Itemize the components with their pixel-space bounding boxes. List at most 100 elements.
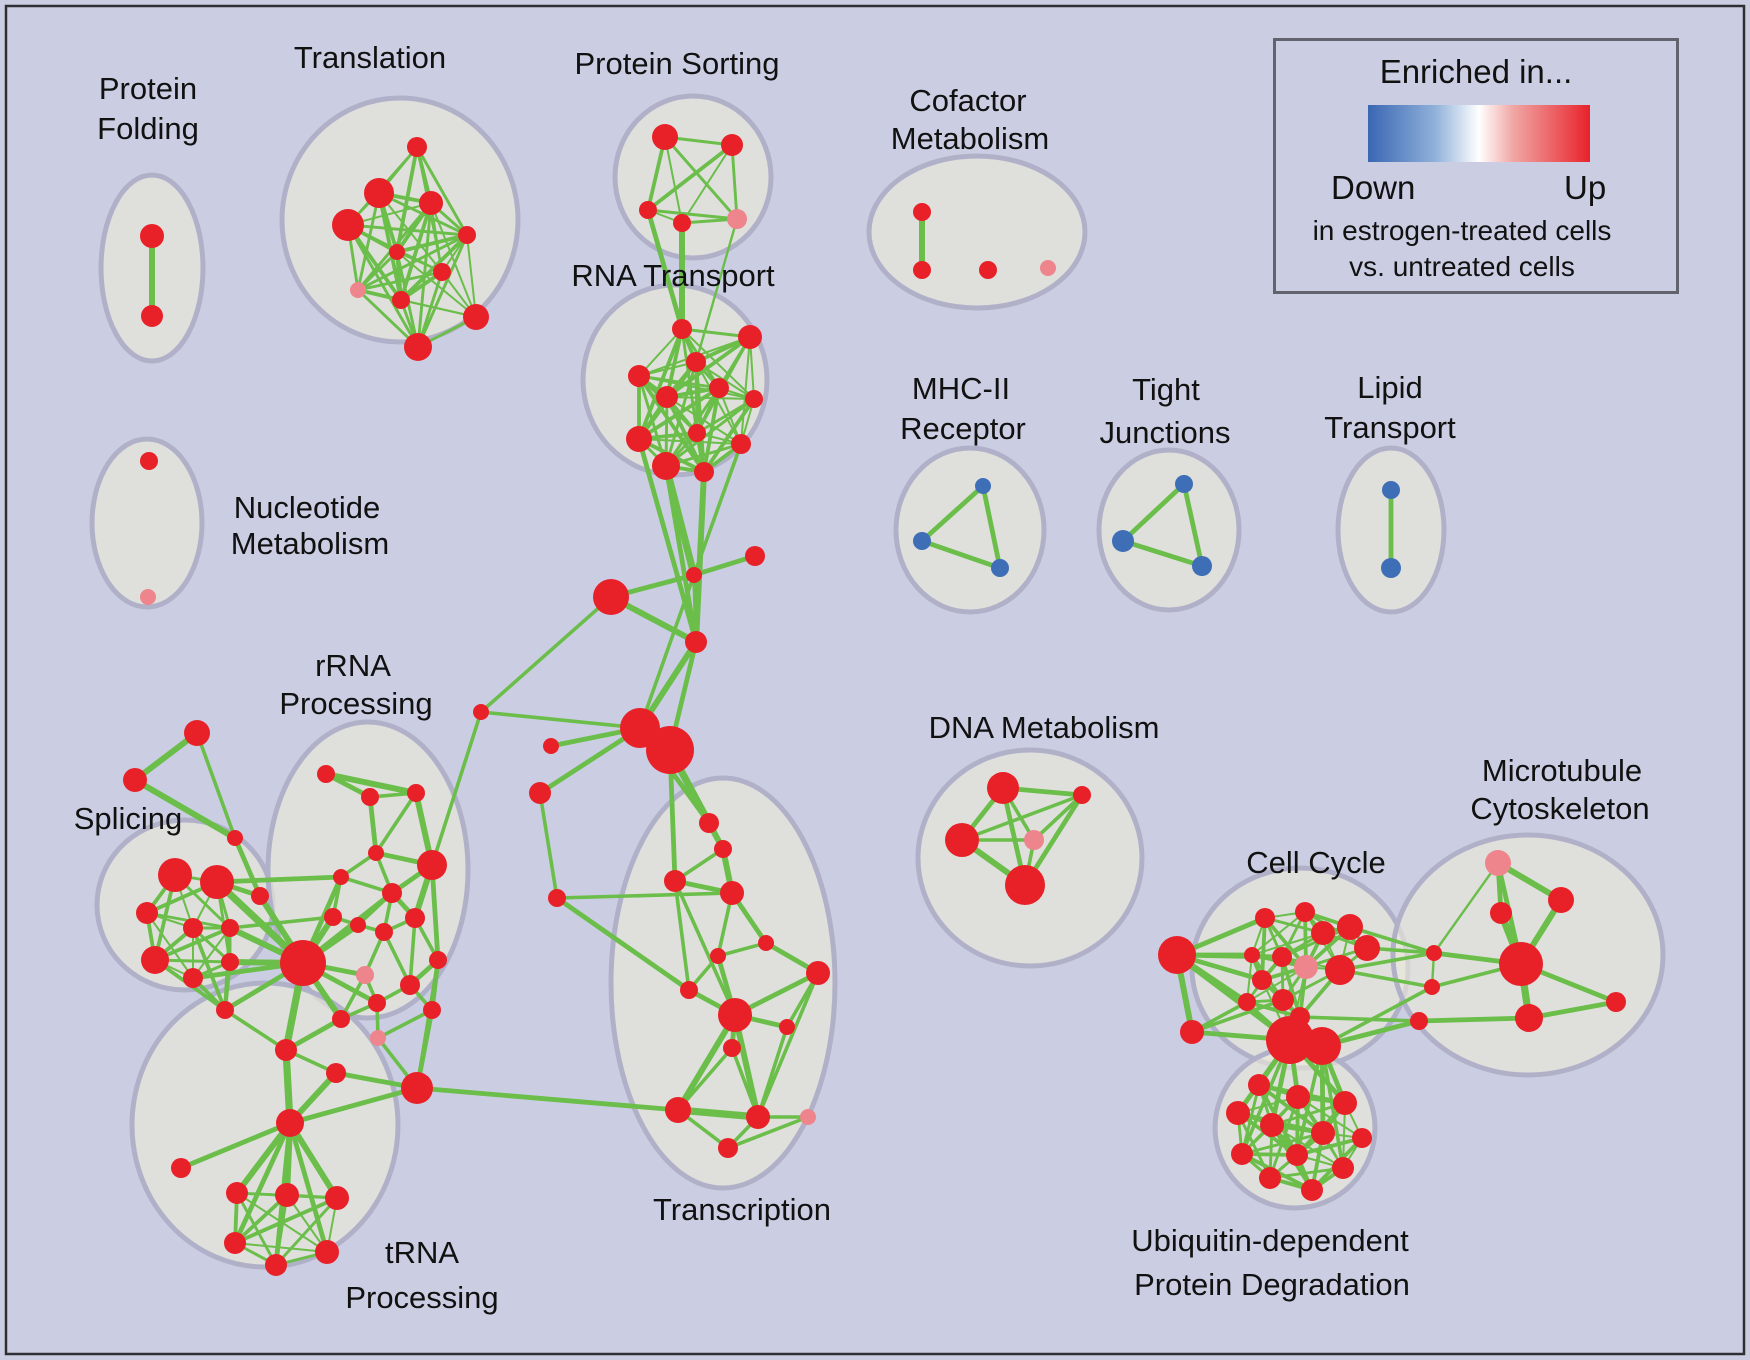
ps-edge [730, 143, 739, 221]
tn-node-8 [224, 1232, 246, 1254]
rr-node-11 [356, 966, 374, 984]
tn-edge [178, 1120, 293, 1171]
tx-node-6 [806, 961, 830, 985]
sat-edge [195, 731, 237, 840]
mhc-node-1 [913, 532, 931, 550]
tr-node-3 [332, 209, 364, 241]
mt-node-3 [1499, 942, 1543, 986]
mhc-cluster-ellipse [893, 445, 1047, 615]
tn-edge [234, 1120, 293, 1196]
edge-rt-cc [663, 463, 699, 645]
rt-edge [666, 396, 755, 400]
dm-edge [1032, 793, 1084, 842]
ps-node-2 [639, 201, 657, 219]
ps-edge [646, 143, 734, 212]
cf-node-0 [913, 203, 931, 221]
cy-node-4 [1311, 921, 1335, 945]
tx-node-12 [746, 1105, 770, 1129]
cy-node-0 [1158, 936, 1196, 974]
cf-node-2 [979, 261, 997, 279]
figure-border [4, 4, 1746, 1356]
tx-node-4 [710, 948, 726, 964]
edge-rt-cc [636, 436, 699, 645]
cy-edge [1251, 911, 1306, 956]
rr-edge [429, 862, 441, 963]
tn-node-2 [401, 1072, 433, 1104]
tx-node-14 [718, 1138, 738, 1158]
ub-node-9 [1332, 1157, 1354, 1179]
sp-node-7 [221, 953, 239, 971]
mt-label: Microtubule [1482, 753, 1642, 788]
ub-node-11 [1301, 1179, 1323, 1201]
rt-node-5 [656, 386, 678, 408]
ps-node-4 [727, 209, 747, 229]
rr-edge [408, 916, 417, 987]
legend-gradient-bar [1368, 105, 1590, 162]
tj-node-1 [1112, 530, 1134, 552]
ub-node-2 [1333, 1091, 1357, 1115]
rt-edge [681, 328, 755, 400]
tr-edge [416, 233, 469, 349]
edge-mt-cy [1298, 1015, 1421, 1023]
rt-edge [637, 327, 684, 441]
tx-node-0 [699, 813, 719, 833]
pf-label: Folding [97, 111, 199, 146]
nm-label: Metabolism [231, 526, 390, 561]
tn-label: Processing [345, 1280, 498, 1315]
mt-node-0 [1485, 850, 1511, 876]
cc-node-8 [548, 889, 566, 907]
rr-node-10 [375, 923, 393, 941]
rr-node-17 [332, 1010, 350, 1028]
rt-node-1 [738, 325, 762, 349]
tr-edge [399, 201, 433, 302]
cy-node-5 [1337, 914, 1363, 940]
edge-cc-tx [555, 891, 734, 900]
cy-node-7 [1272, 947, 1292, 967]
tx-edge [673, 879, 737, 1017]
rt-label: RNA Transport [571, 258, 775, 293]
rt-edge [638, 375, 755, 400]
tn-label: tRNA [385, 1235, 459, 1270]
dm-node-2 [945, 823, 979, 857]
sp-node-5 [141, 946, 169, 974]
ub-edge [1270, 1101, 1347, 1127]
nm-node-0 [140, 452, 158, 470]
rr-node-2 [407, 784, 425, 802]
rt-node-3 [628, 365, 650, 387]
ub-node-10 [1259, 1167, 1281, 1189]
mt-edge [1432, 861, 1500, 955]
cc-node-2 [745, 546, 765, 566]
rt-node-2 [686, 352, 706, 372]
mt-edge [1416, 1015, 1532, 1024]
rr-node-14 [400, 975, 420, 995]
lt-label: Lipid [1357, 370, 1423, 405]
rr-label: Processing [279, 686, 432, 721]
tr-node-0 [407, 137, 427, 157]
tn-node-10 [265, 1254, 287, 1276]
tx-node-11 [665, 1097, 691, 1123]
cy-node-8 [1294, 955, 1318, 979]
ub-node-4 [1260, 1113, 1284, 1137]
rr-label: rRNA [315, 648, 391, 683]
tr-node-1 [364, 178, 394, 208]
edge-cc-tx [554, 895, 692, 993]
cy-node-11 [1252, 970, 1272, 990]
lt-node-1 [1381, 558, 1401, 578]
tr-label: Translation [294, 40, 446, 75]
tj-label: Tight [1132, 372, 1200, 407]
cy-label: Cell Cycle [1246, 845, 1386, 880]
tn-edge [234, 1242, 328, 1253]
sp-label: Splicing [74, 801, 183, 836]
tx-edge [756, 971, 820, 1119]
ps-edge [664, 136, 683, 224]
tx-node-2 [664, 870, 686, 892]
tn-edge [233, 1196, 339, 1245]
cc-edge [691, 553, 758, 578]
rt-node-7 [688, 424, 706, 442]
tx-node-3 [720, 881, 744, 905]
edge-tn-tx [414, 1085, 681, 1113]
cy-node-15 [1266, 1016, 1314, 1064]
cc-edge [638, 573, 696, 730]
pf-node-1 [141, 305, 163, 327]
